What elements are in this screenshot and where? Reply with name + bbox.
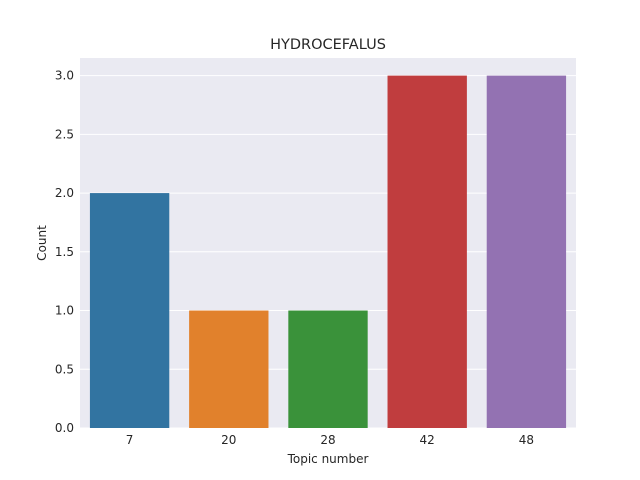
y-tick-label: 2.0 xyxy=(55,186,74,200)
y-tick-label: 3.0 xyxy=(55,69,74,83)
bar-7 xyxy=(89,193,170,428)
x-tick-label: 7 xyxy=(126,433,134,447)
y-tick-label: 1.5 xyxy=(55,245,74,259)
y-tick-label: 2.5 xyxy=(55,127,74,141)
x-axis-label: Topic number xyxy=(287,452,369,466)
bars xyxy=(89,75,567,428)
x-tick-label: 42 xyxy=(420,433,435,447)
bar-48 xyxy=(486,75,567,428)
y-tick-label: 0.0 xyxy=(55,421,74,435)
chart-title: HYDROCEFALUS xyxy=(270,37,386,53)
x-tick-label: 48 xyxy=(519,433,534,447)
bar-20 xyxy=(189,310,269,428)
y-tick-label: 0.5 xyxy=(55,362,74,376)
y-tick-label: 1.0 xyxy=(55,304,74,318)
bar-42 xyxy=(387,75,467,428)
x-tick-label: 20 xyxy=(221,433,236,447)
x-tick-labels: 7 20 28 42 48 xyxy=(126,433,534,447)
y-axis-label: Count xyxy=(35,225,49,261)
bar-28 xyxy=(288,310,368,428)
y-tick-labels: 0.0 0.5 1.0 1.5 2.0 2.5 3.0 xyxy=(55,69,74,435)
x-tick-label: 28 xyxy=(320,433,335,447)
